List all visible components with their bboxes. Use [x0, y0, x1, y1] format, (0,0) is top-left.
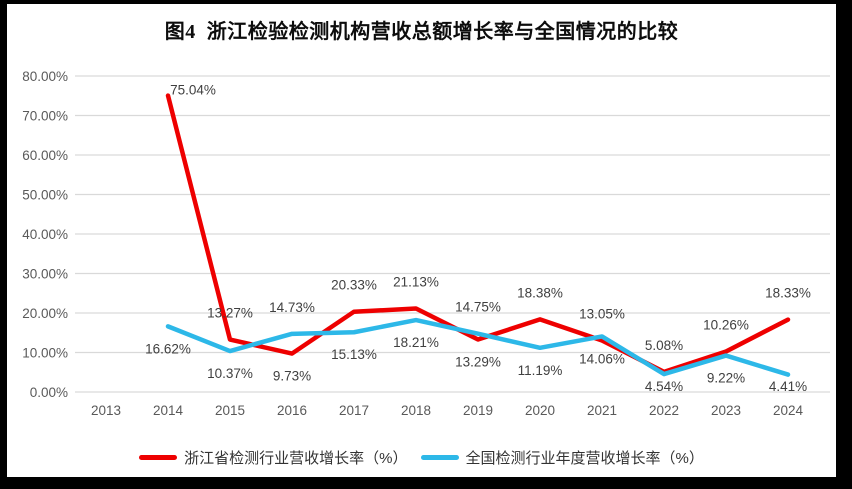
legend: 浙江省检测行业营收增长率（%） 全国检测行业年度营收增长率（%） — [7, 447, 836, 468]
legend-label-zhejiang: 浙江省检测行业营收增长率（%） — [184, 450, 408, 467]
chart-canvas: 图4 浙江检验检测机构营收总额增长率与全国情况的比较 浙江省检测行业营收增长率（… — [7, 4, 836, 477]
legend-line-swatch-national — [420, 455, 459, 460]
legend-line-swatch-zhejiang — [139, 455, 178, 460]
legend-label-national: 全国检测行业年度营收增长率（%） — [465, 450, 704, 467]
chart-title: 图4 浙江检验检测机构营收总额增长率与全国情况的比较 — [164, 21, 679, 43]
legend-item-national: 全国检测行业年度营收增长率（%） — [420, 447, 704, 468]
legend-item-zhejiang: 浙江省检测行业营收增长率（%） — [139, 447, 408, 468]
